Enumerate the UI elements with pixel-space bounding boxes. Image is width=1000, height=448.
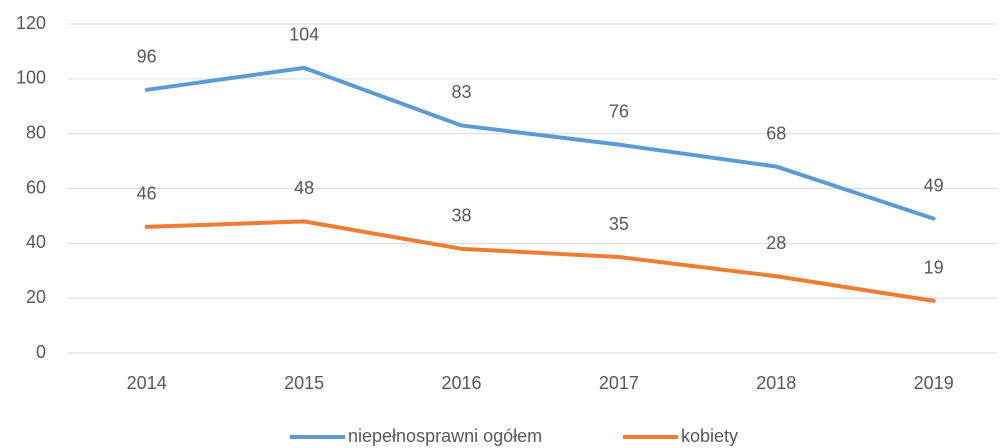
data-label: 104 xyxy=(289,25,319,45)
y-tick-label: 120 xyxy=(16,13,46,33)
series-line xyxy=(144,219,936,303)
data-label: 76 xyxy=(609,101,629,121)
x-tick-label: 2016 xyxy=(441,373,481,393)
data-label: 48 xyxy=(294,178,314,198)
x-tick-label: 2014 xyxy=(127,373,167,393)
data-label: 96 xyxy=(137,47,157,67)
y-tick-label: 60 xyxy=(26,177,46,197)
data-label: 83 xyxy=(451,82,471,102)
x-tick-label: 2018 xyxy=(756,373,796,393)
y-tick-label: 80 xyxy=(26,122,46,142)
y-tick-label: 100 xyxy=(16,68,46,88)
data-label: 46 xyxy=(137,184,157,204)
legend-label: kobiety xyxy=(681,426,738,446)
x-tick-label: 2015 xyxy=(284,373,324,393)
legend-label: niepełnosprawni ogółem xyxy=(348,426,542,446)
data-label: 38 xyxy=(451,206,471,226)
data-label: 35 xyxy=(609,214,629,234)
data-label: 49 xyxy=(924,175,944,195)
y-tick-label: 20 xyxy=(26,287,46,307)
data-label: 28 xyxy=(766,233,786,253)
data-label: 68 xyxy=(766,123,786,143)
x-tick-label: 2017 xyxy=(599,373,639,393)
y-tick-label: 40 xyxy=(26,232,46,252)
series-line xyxy=(144,65,936,221)
x-tick-label: 2019 xyxy=(914,373,954,393)
y-tick-label: 0 xyxy=(36,342,46,362)
data-label: 19 xyxy=(924,258,944,278)
